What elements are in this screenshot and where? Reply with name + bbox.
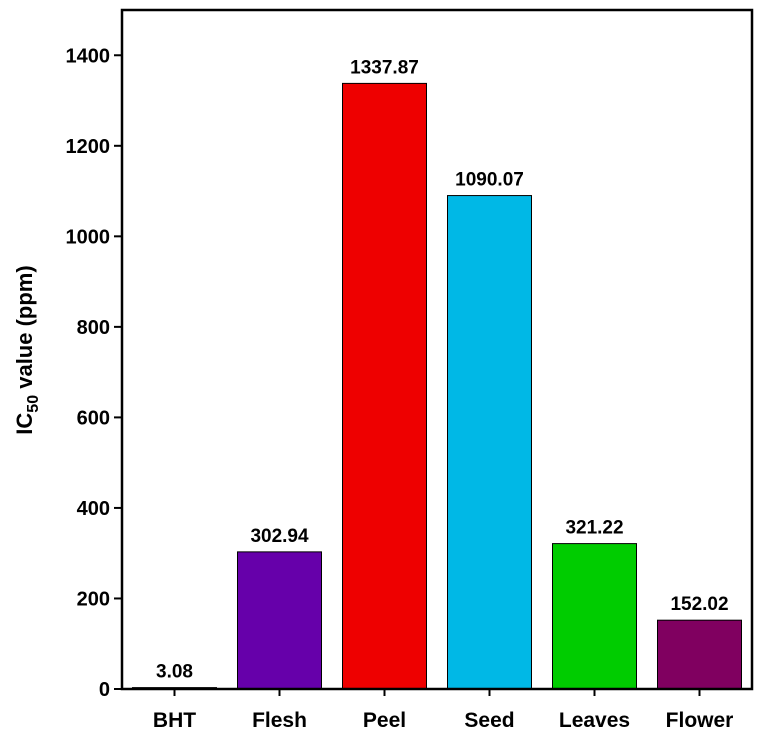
- y-tick-label: 1200: [66, 136, 111, 158]
- y-tick-label: 400: [77, 498, 110, 520]
- y-tick-label: 1000: [66, 226, 111, 248]
- x-tick-label: Flesh: [252, 709, 307, 732]
- value-label: 3.08: [156, 662, 193, 683]
- bar: [237, 551, 322, 690]
- value-label: 1337.87: [350, 57, 419, 78]
- y-tick-label: 0: [99, 679, 110, 701]
- y-tick-label: 600: [77, 407, 110, 429]
- x-tick-label: BHT: [153, 709, 196, 732]
- bar: [657, 619, 742, 690]
- y-label-main: IC: [12, 413, 37, 435]
- y-axis-label: IC50 value (ppm): [12, 265, 42, 434]
- y-label-rest: value (ppm): [12, 265, 37, 395]
- value-label: 302.94: [250, 526, 309, 547]
- value-label: 1090.07: [455, 170, 524, 191]
- value-label: 152.02: [670, 594, 728, 615]
- y-tick-label: 200: [77, 588, 110, 610]
- value-label: 321.22: [565, 518, 623, 539]
- plot-frame: [120, 8, 754, 691]
- y-tick-label: 800: [77, 317, 110, 339]
- y-label-sub: 50: [25, 395, 42, 413]
- bar: [342, 82, 427, 690]
- x-tick-label: Peel: [363, 709, 406, 732]
- x-tick-label: Flower: [666, 709, 734, 732]
- bar: [447, 195, 532, 690]
- x-tick-label: Leaves: [559, 709, 630, 732]
- bar: [552, 543, 637, 690]
- x-tick-label: Seed: [464, 709, 514, 732]
- y-tick-label: 1400: [66, 45, 111, 67]
